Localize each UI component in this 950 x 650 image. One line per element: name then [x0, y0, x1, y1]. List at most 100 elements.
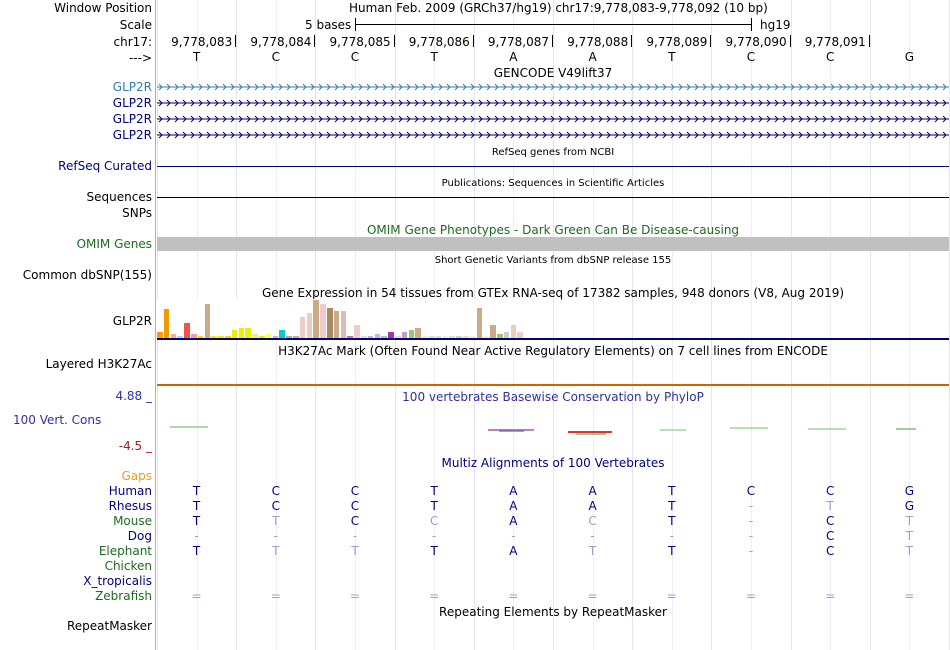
- gtex-tissue-bar[interactable]: [395, 336, 401, 338]
- gtex-tissue-bar[interactable]: [340, 311, 347, 338]
- phylop-track-label[interactable]: 100 Vert. Cons: [13, 413, 102, 427]
- gtex-tissue-bar[interactable]: [245, 328, 251, 338]
- alignment-base: T: [668, 484, 676, 498]
- alignment-base: T: [351, 544, 359, 558]
- gene-label-glp2r-3[interactable]: GLP2R: [112, 112, 152, 126]
- gaps-track-label[interactable]: Gaps: [121, 469, 152, 483]
- gene-model-glp2r-1[interactable]: [157, 81, 949, 93]
- gtex-tissue-bar[interactable]: [442, 336, 449, 338]
- h3k27ac-signal-line[interactable]: [157, 384, 949, 386]
- gtex-tissue-bar[interactable]: [327, 308, 333, 338]
- gtex-tissue-bar[interactable]: [517, 332, 523, 338]
- gtex-tissue-bar[interactable]: [279, 330, 285, 338]
- species-label-mouse[interactable]: Mouse: [113, 514, 152, 528]
- alignment-base: A: [588, 484, 597, 498]
- species-label-elephant[interactable]: Elephant: [98, 544, 152, 558]
- gtex-tissue-bar[interactable]: [306, 313, 313, 338]
- gtex-tissue-bar[interactable]: [469, 336, 476, 338]
- grid-line: [711, 0, 713, 650]
- snps-track-label[interactable]: SNPs: [122, 206, 152, 220]
- gtex-tissue-bar[interactable]: [415, 328, 421, 338]
- gene-label-glp2r-1[interactable]: GLP2R: [112, 80, 152, 94]
- gene-model-glp2r-4[interactable]: [157, 129, 949, 141]
- gtex-tissue-bar[interactable]: [483, 336, 489, 338]
- gtex-tissue-bar[interactable]: [184, 323, 190, 338]
- dbsnp-track-title: Short Genetic Variants from dbSNP releas…: [434, 255, 672, 266]
- species-label-x_tropicalis[interactable]: X_tropicalis: [83, 574, 152, 588]
- h3k27ac-track-label[interactable]: Layered H3K27Ac: [45, 357, 152, 371]
- ruler-tick: [314, 35, 316, 47]
- gtex-expression-chart[interactable]: [156, 299, 536, 338]
- gtex-tissue-bar[interactable]: [218, 336, 224, 338]
- gtex-tissue-bar[interactable]: [449, 336, 455, 338]
- gtex-tissue-bar[interactable]: [157, 332, 163, 338]
- species-label-chicken[interactable]: Chicken: [104, 559, 152, 573]
- gtex-tissue-bar[interactable]: [497, 334, 503, 338]
- gtex-tissue-bar[interactable]: [476, 308, 483, 338]
- gene-model-glp2r-2[interactable]: [157, 97, 949, 109]
- gtex-tissue-bar[interactable]: [225, 336, 231, 338]
- gtex-tissue-bar[interactable]: [435, 336, 442, 338]
- dbsnp-track-label[interactable]: Common dbSNP(155): [22, 268, 152, 282]
- gtex-tissue-bar[interactable]: [503, 332, 510, 338]
- gtex-tissue-bar[interactable]: [408, 330, 415, 338]
- gtex-tissue-bar[interactable]: [320, 304, 326, 338]
- gtex-tissue-bar[interactable]: [204, 304, 211, 338]
- gtex-tissue-bar[interactable]: [429, 336, 435, 338]
- gtex-tissue-bar[interactable]: [381, 336, 387, 338]
- omim-phenotype-bar[interactable]: [157, 237, 949, 251]
- reference-base: C: [350, 50, 360, 64]
- omim-track-title: OMIM Gene Phenotypes - Dark Green Can Be…: [366, 223, 740, 237]
- gtex-tissue-bar[interactable]: [252, 334, 258, 338]
- refseq-track-label[interactable]: RefSeq Curated: [58, 159, 152, 173]
- omim-track-label[interactable]: OMIM Genes: [76, 237, 152, 251]
- gtex-track-label[interactable]: GLP2R: [112, 314, 152, 328]
- gtex-tissue-bar[interactable]: [293, 336, 299, 338]
- gene-label-glp2r-4[interactable]: GLP2R: [112, 128, 152, 142]
- species-label-dog[interactable]: Dog: [127, 529, 152, 543]
- gtex-tissue-bar[interactable]: [170, 334, 177, 338]
- gtex-tissue-bar[interactable]: [490, 325, 496, 338]
- ruler-tick: [552, 35, 553, 47]
- repeatmasker-track-label[interactable]: RepeatMasker: [66, 619, 152, 633]
- gtex-tissue-bar[interactable]: [197, 336, 204, 338]
- gtex-tissue-bar[interactable]: [231, 330, 238, 338]
- gtex-tissue-bar[interactable]: [265, 334, 272, 338]
- alignment-base: T: [826, 499, 834, 513]
- gtex-tissue-bar[interactable]: [361, 336, 367, 338]
- sequences-track-label[interactable]: Sequences: [86, 190, 152, 204]
- species-label-human[interactable]: Human: [108, 484, 152, 498]
- gtex-tissue-bar[interactable]: [333, 311, 340, 338]
- gtex-tissue-bar[interactable]: [347, 336, 353, 338]
- gtex-tissue-bar[interactable]: [401, 332, 408, 338]
- gtex-tissue-bar[interactable]: [191, 334, 197, 338]
- gtex-tissue-bar[interactable]: [463, 336, 469, 338]
- gtex-tissue-bar[interactable]: [259, 336, 265, 338]
- gtex-tissue-bar[interactable]: [456, 336, 462, 338]
- refseq-gene-line[interactable]: [157, 166, 949, 167]
- publications-sequence-line[interactable]: [157, 197, 949, 198]
- gtex-tissue-bar[interactable]: [299, 317, 306, 338]
- gtex-tissue-bar[interactable]: [374, 334, 381, 338]
- gtex-tissue-bar[interactable]: [286, 336, 292, 338]
- gtex-tissue-bar[interactable]: [510, 325, 517, 338]
- species-label-rhesus[interactable]: Rhesus: [108, 499, 152, 513]
- alignment-base: =: [825, 589, 836, 603]
- gtex-tissue-bar[interactable]: [272, 336, 279, 338]
- gtex-tissue-bar[interactable]: [388, 332, 394, 338]
- gene-model-glp2r-3[interactable]: [157, 113, 949, 125]
- gtex-tissue-bar[interactable]: [163, 309, 170, 338]
- gtex-tissue-bar[interactable]: [313, 300, 319, 338]
- gtex-tissue-bar[interactable]: [367, 336, 374, 338]
- alignment-base: T: [192, 544, 201, 558]
- gtex-tissue-bar[interactable]: [177, 336, 183, 338]
- gtex-tissue-bar[interactable]: [211, 336, 217, 338]
- gtex-tissue-bar[interactable]: [238, 328, 245, 338]
- gtex-tissue-bar[interactable]: [354, 325, 360, 338]
- species-label-zebrafish[interactable]: Zebrafish: [95, 589, 152, 603]
- ruler-position: 9,778,091: [804, 35, 866, 49]
- gtex-tissue-bar[interactable]: [422, 336, 428, 338]
- phylop-signal[interactable]: [156, 420, 950, 440]
- gene-label-glp2r-2[interactable]: GLP2R: [112, 96, 152, 110]
